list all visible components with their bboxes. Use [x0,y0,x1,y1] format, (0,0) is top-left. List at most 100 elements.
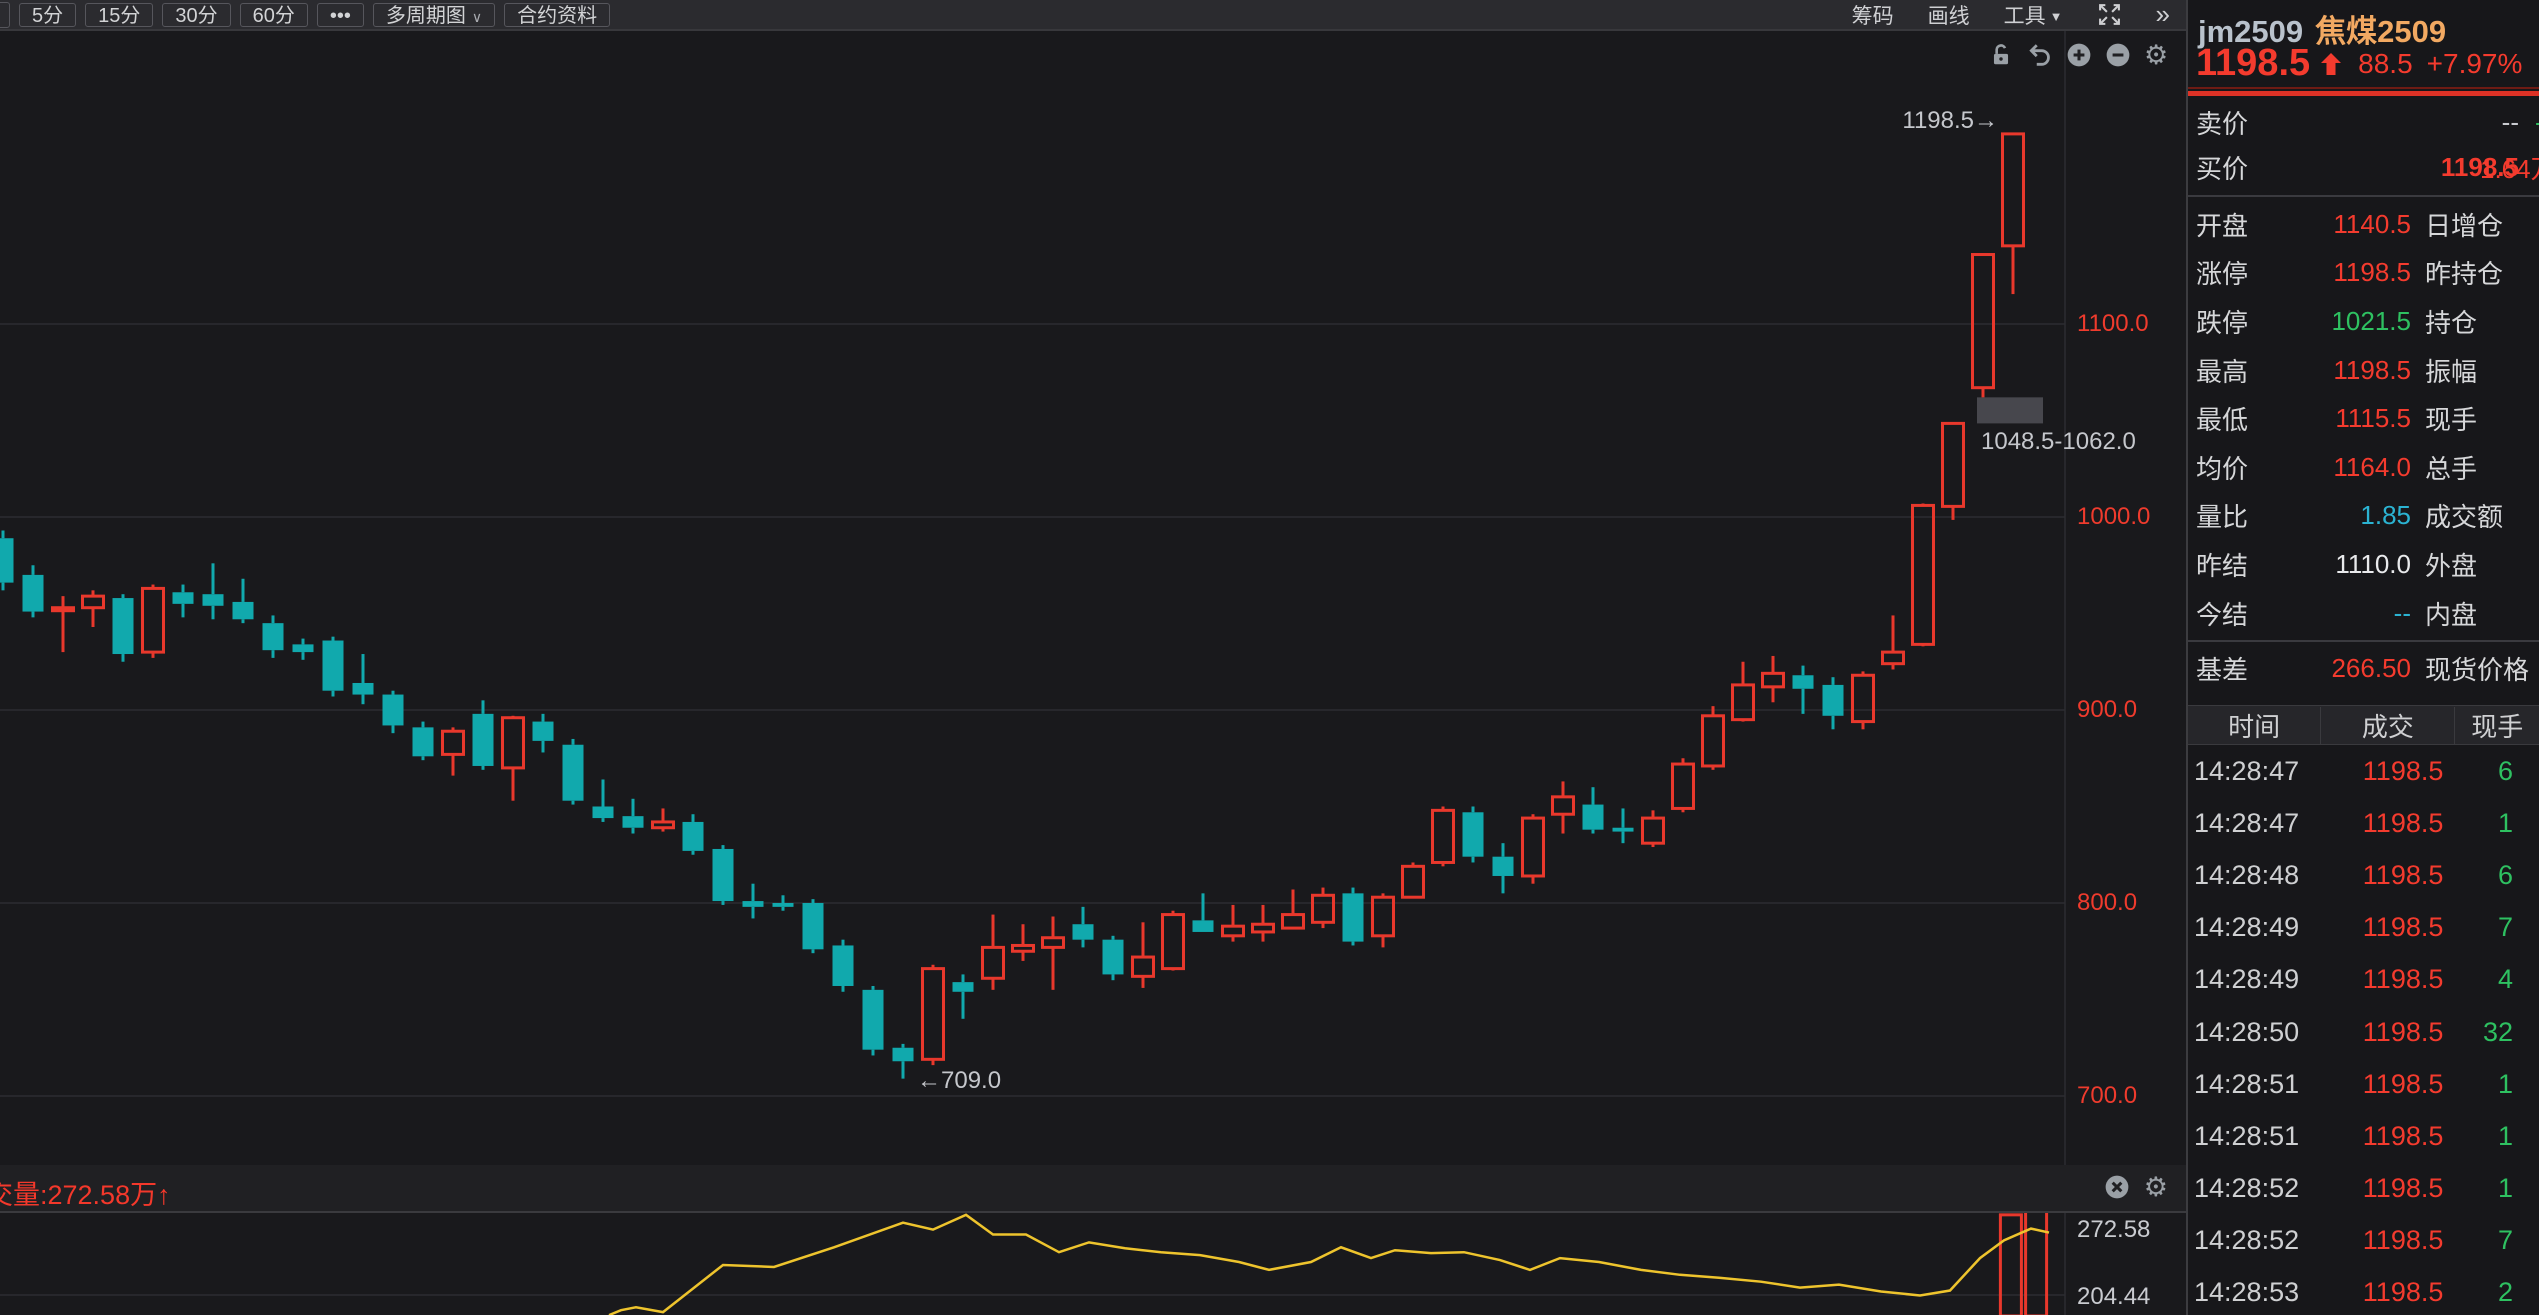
tick-lots: 4 [2497,964,2513,995]
candle-up [1911,503,1935,646]
quote-label-2: 内盘 [2425,599,2478,630]
collapse-panel-chevron[interactable]: » [2155,0,2170,29]
period-toolbar: 5分 15分 30分 60分 ••• 多周期图 ∨ 合约资料 筹码 画线 工具 ▼ … [0,0,2186,31]
volume-label: 交量:272.58万↑ [0,1173,171,1212]
tick-time: 14:28:50 [2194,1016,2300,1047]
candle-up [1401,864,1425,899]
stat-rows: 开盘 1140.5 日增仓 涨停 1198.5 昨持仓 跌停 1021.5 持仓 最高 1198.5… [2188,200,2539,637]
candle-down [0,538,14,583]
candle-down [892,1047,914,1062]
volume-value-text: 交量:272.58万 [0,1180,158,1210]
contract-info-button[interactable]: 合约资料 [504,2,611,27]
candle-up [1161,913,1185,971]
candle-down [562,744,584,801]
toolbar-button-fragment[interactable] [0,1,10,28]
separator [2188,195,2539,197]
zoom-in-icon[interactable] [2066,42,2092,68]
candlestick-chart[interactable] [0,0,2186,1315]
quote-label: 最高 [2196,356,2249,387]
volume-settings-gear-icon[interactable]: ⚙ [2143,1172,2168,1202]
caret-down-icon: ▼ [2049,8,2063,24]
period-30min-button[interactable]: 30分 [162,2,231,27]
close-indicator-icon[interactable] [2104,1174,2130,1200]
quote-row: 基差 266.50 现货价格 [2188,644,2539,692]
chips-link[interactable]: 筹码 [1851,4,1894,28]
candle-down [262,623,284,651]
candle-down [712,848,734,902]
candle-down [1102,939,1124,975]
candle-up [1011,943,1035,953]
last-price-row: 1198.5 88.5 +7.97% [2196,42,2522,85]
tick-time: 14:28:48 [2194,859,2300,890]
undo-icon[interactable] [2027,42,2053,68]
quote-label: 量比 [2196,502,2249,533]
volume-bar [1998,1213,2023,1315]
quote-label-2: 总手 [2425,453,2478,484]
zoom-out-icon[interactable] [2105,42,2131,68]
candle-up [81,594,105,610]
tick-row: 14:28:52 1198.5 1 [2188,1163,2539,1215]
period-15min-button[interactable]: 15分 [85,2,154,27]
tick-price: 1198.5 [2362,1225,2444,1256]
candle-up [1941,421,1965,508]
toolbar-right-group: 筹码 画线 工具 ▼ » [1852,0,2170,30]
tick-price: 1198.5 [2362,1068,2444,1099]
contract-code: jm2509 [2198,14,2304,49]
candle-down [772,903,794,907]
quote-value: 1198.5 [2440,152,2519,182]
candle-up [1551,795,1575,816]
separator [2188,640,2539,642]
quote-value: 1198.5 [2333,354,2411,385]
candle-down [832,945,854,986]
candle-up [1851,673,1875,724]
fullscreen-expand-icon[interactable] [2097,2,2122,27]
tick-lots: 6 [2497,859,2513,890]
tick-table[interactable]: 时间 成交 现手 14:28:47 1198.5 6 14:28:47 1198.5 1 1… [2188,705,2539,1315]
unlock-icon[interactable] [1988,42,2014,68]
quote-label: 卖价 [2196,109,2249,139]
more-periods-button[interactable]: ••• [316,2,364,27]
candle-down [472,713,494,766]
quote-value: 1164.0 [2333,451,2411,482]
candle-up [1881,650,1905,666]
quote-row: 最低 1115.5 现手 [2188,394,2539,443]
candle-down [202,594,224,606]
price-change: 88.5 [2358,47,2413,79]
tick-price: 1198.5 [2362,1120,2444,1151]
tick-time: 14:28:49 [2194,964,2300,995]
multi-period-dropdown[interactable]: 多周期图 ∨ [372,2,496,27]
volume-line [608,1213,2050,1315]
candle-down [622,816,644,828]
tick-price: 1198.5 [2362,1277,2444,1308]
tick-time: 14:28:53 [2194,1277,2300,1308]
candle-up [1701,714,1725,768]
period-60min-button[interactable]: 60分 [239,2,308,27]
candle-down [742,901,764,907]
candle-up [1731,683,1755,722]
tick-time: 14:28:51 [2194,1068,2300,1099]
candle-down [172,592,194,604]
tick-price: 1198.5 [2362,1173,2444,1204]
candle-down [1822,684,1844,716]
quote-label: 最低 [2196,405,2249,436]
candle-down [22,574,44,612]
candle-up [441,729,465,756]
gap-highlight-box [1977,397,2043,424]
tick-time: 14:28:52 [2194,1225,2300,1256]
candle-down [382,694,404,726]
tools-dropdown[interactable]: 工具 ▼ [2004,0,2063,30]
quote-row: 昨结 1110.0 外盘 [2188,540,2539,589]
quote-row: 卖价 -- -- [2188,100,2539,145]
tick-time: 14:28:47 [2194,807,2300,838]
quote-value: 266.50 [2331,652,2411,683]
quote-label-2: 外盘 [2425,550,2478,581]
col-price: 成交 [2321,706,2456,744]
period-5min-button[interactable]: 5分 [19,2,77,27]
draw-line-link[interactable]: 画线 [1927,4,1970,28]
tick-lots: 1 [2497,1068,2513,1099]
candle-up [1041,936,1065,949]
chart-settings-gear-icon[interactable]: ⚙ [2144,40,2169,70]
candle-down [532,721,554,741]
tick-price: 1198.5 [2362,964,2444,995]
candle-down [1582,804,1604,830]
